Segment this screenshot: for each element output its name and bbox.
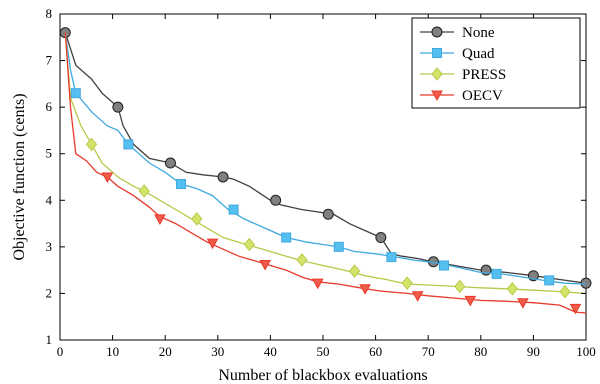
data-point-press (506, 281, 519, 296)
data-point-oecv (311, 278, 324, 290)
data-point-quad (70, 88, 81, 99)
data-point-oecv (154, 214, 166, 225)
legend-label-oecv: OECV (462, 88, 503, 104)
data-point-press (454, 279, 466, 294)
legend-marker-press (431, 67, 443, 81)
data-point-oecv (411, 291, 424, 302)
data-point-press (401, 276, 413, 290)
data-point-oecv (101, 172, 114, 184)
data-point-oecv (359, 284, 371, 295)
data-point-oecv (464, 295, 477, 307)
x-tick-label: 100 (576, 344, 596, 359)
y-tick-label: 6 (46, 99, 53, 114)
data-point-press (559, 284, 571, 299)
data-point-none (580, 277, 592, 289)
x-tick-label: 90 (527, 344, 540, 359)
x-tick-label: 40 (264, 344, 277, 359)
data-point-press (191, 212, 203, 226)
data-point-none (375, 232, 387, 244)
legend: None Quad PRESS OECV (411, 17, 581, 109)
data-point-none (322, 208, 334, 220)
y-tick-label: 1 (46, 332, 53, 347)
data-point-quad (438, 260, 449, 271)
y-axis-title: Objective function (cents) (11, 93, 28, 260)
data-point-press (85, 137, 98, 152)
legend-label-quad: Quad (462, 46, 495, 62)
series-group (59, 27, 592, 315)
y-tick-label: 2 (46, 285, 53, 300)
data-point-none (270, 194, 282, 206)
axes-group: 0 10 20 30 40 50 60 70 80 90 100 1 2 3 4 5 6 7 8 (46, 6, 596, 359)
legend-item-press: PRESS (420, 67, 506, 83)
data-point-oecv (569, 303, 582, 315)
data-point-press (348, 264, 361, 278)
data-point-quad (386, 252, 397, 263)
x-tick-label: 10 (106, 344, 119, 359)
x-tick-label: 70 (422, 344, 435, 359)
data-point-quad (544, 275, 555, 286)
series-oecv (64, 32, 587, 315)
legend-label-press: PRESS (462, 67, 506, 83)
data-point-press (296, 253, 308, 267)
legend-label-none: None (462, 25, 495, 41)
data-point-none (217, 171, 229, 183)
series-line-quad (64, 32, 587, 285)
x-tick-label: 60 (369, 344, 382, 359)
y-tick-label: 4 (46, 192, 53, 207)
x-tick-label: 50 (317, 344, 330, 359)
series-press (64, 32, 587, 299)
x-axis-title: Number of blackbox evaluations (218, 367, 427, 384)
x-tick-label: 30 (211, 344, 224, 359)
legend-marker-none (431, 26, 443, 38)
y-tick-label: 3 (46, 239, 53, 254)
legend-marker-quad (432, 48, 442, 58)
data-point-oecv (517, 298, 529, 309)
y-tick-label: 8 (46, 6, 53, 21)
y-tick-label: 7 (46, 53, 53, 68)
y-tick-label: 5 (46, 146, 53, 161)
series-quad (64, 32, 587, 286)
data-point-quad (333, 241, 344, 252)
legend-marker-oecv (431, 90, 443, 102)
legend-item-oecv: OECV (420, 88, 503, 104)
x-tick-label: 0 (57, 344, 64, 359)
data-point-none (112, 101, 124, 113)
data-point-press (243, 237, 256, 252)
data-point-quad (123, 139, 134, 150)
data-point-quad (281, 232, 292, 243)
data-point-none (164, 157, 176, 169)
x-tick-label: 80 (474, 344, 487, 359)
data-point-press (138, 184, 150, 198)
data-point-quad (491, 268, 502, 279)
data-point-oecv (206, 238, 219, 250)
x-tick-label: 20 (159, 344, 172, 359)
data-point-quad (228, 204, 239, 215)
legend-item-quad: Quad (420, 46, 495, 62)
data-point-oecv (259, 260, 271, 271)
data-point-quad (175, 178, 186, 189)
legend-item-none: None (420, 25, 495, 41)
